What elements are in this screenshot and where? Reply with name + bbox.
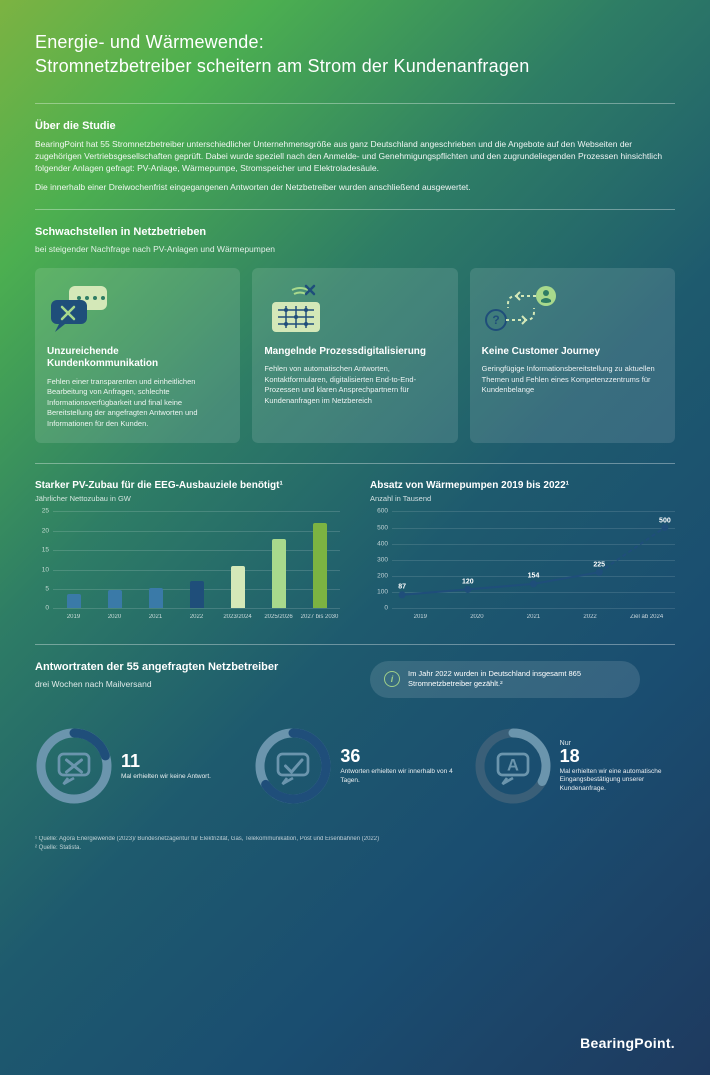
x-label: 2023/2024 [217, 612, 258, 626]
about-section: Über die Studie BearingPoint hat 55 Stro… [35, 120, 675, 193]
divider [35, 644, 675, 645]
card-text: Fehlen einer transparenten und einheitli… [47, 377, 228, 430]
bar [149, 588, 163, 608]
bar [313, 523, 327, 608]
network-x-icon [264, 282, 445, 338]
donut-icon: A [474, 727, 552, 805]
card-journey: ? Keine Customer Journey Geringfügige In… [470, 268, 675, 444]
donut-text: Nur 18 Mal erhielten wir eine automatisc… [560, 740, 675, 793]
bar [67, 594, 81, 609]
x-label: 2020 [449, 612, 506, 626]
journey-icon: ? [482, 282, 663, 338]
donut-icon [254, 727, 332, 805]
x-label: 2020 [94, 612, 135, 626]
point-label: 87 [398, 584, 406, 591]
footnote-1: ¹ Quelle: Agora Energiewende (2023)/ Bun… [35, 835, 675, 843]
donut-text: 11 Mal erhielten wir keine Antwort. [121, 752, 211, 781]
divider [35, 209, 675, 210]
divider [35, 103, 675, 104]
responses-sub: drei Wochen nach Mailversand [35, 679, 278, 689]
title-line-2: Stromnetzbetreiber scheitern am Strom de… [35, 56, 529, 76]
x-label: 2022 [562, 612, 619, 626]
point-label: 500 [659, 517, 671, 524]
x-label: 2019 [53, 612, 94, 626]
card-text: Fehlen von automatischen Antworten, Kont… [264, 364, 445, 406]
about-body-2: Die innerhalb einer Dreiwochenfrist eing… [35, 181, 675, 193]
card-title: Keine Customer Journey [482, 346, 663, 359]
main-title: Energie- und Wärmewende: Stromnetzbetrei… [35, 30, 675, 79]
card-title: Mangelnde Prozessdigitalisierung [264, 346, 445, 359]
donut-text: 36 Antworten erhielten wir innerhalb von… [340, 747, 455, 785]
about-heading: Über die Studie [35, 120, 675, 132]
charts-row: Starker PV-Zubau für die EEG-Ausbauziele… [35, 480, 675, 626]
x-label: 2021 [135, 612, 176, 626]
card-communication: Unzureichende Kundenkommunikation Fehlen… [35, 268, 240, 444]
weaknesses-section: Schwachstellen in Netzbetrieben bei stei… [35, 226, 675, 444]
card-text: Geringfügige Informationsbereitstellung … [482, 364, 663, 396]
bar [190, 581, 204, 608]
bar-chart-title: Starker PV-Zubau für die EEG-Ausbauziele… [35, 480, 340, 491]
line-chart-col: Absatz von Wärmepumpen 2019 bis 2022¹ An… [370, 480, 675, 626]
svg-text:?: ? [492, 313, 499, 327]
weakness-cards: Unzureichende Kundenkommunikation Fehlen… [35, 268, 675, 444]
x-label: Ziel ab 2024 [618, 612, 675, 626]
x-label: 2027 bis 2030 [299, 612, 340, 626]
infographic-container: Energie- und Wärmewende: Stromnetzbetrei… [0, 0, 710, 1075]
donuts-row: 11 Mal erhielten wir keine Antwort. 36 A… [35, 727, 675, 805]
responses-header: Antwortraten der 55 angefragten Netzbetr… [35, 661, 675, 699]
card-title: Unzureichende Kundenkommunikation [47, 346, 228, 371]
x-label: 2019 [392, 612, 449, 626]
chat-x-icon [47, 282, 228, 338]
donut-block: 36 Antworten erhielten wir innerhalb von… [254, 727, 455, 805]
bar [108, 590, 122, 609]
line-chart-title: Absatz von Wärmepumpen 2019 bis 2022¹ [370, 480, 675, 491]
bar [231, 566, 245, 609]
donut-icon [35, 727, 113, 805]
x-label: 2022 [176, 612, 217, 626]
weaknesses-heading: Schwachstellen in Netzbetrieben [35, 226, 675, 238]
bar-chart: 051015202520192020202120222023/20242025/… [35, 511, 340, 626]
x-label: 2021 [505, 612, 562, 626]
info-icon: i [384, 671, 400, 687]
weaknesses-sub: bei steigender Nachfrage nach PV-Anlagen… [35, 244, 675, 254]
card-digitalization: Mangelnde Prozessdigitalisierung Fehlen … [252, 268, 457, 444]
info-text: Im Jahr 2022 wurden in Deutschland insge… [408, 669, 626, 689]
responses-heading: Antwortraten der 55 angefragten Netzbetr… [35, 661, 278, 673]
info-box: i Im Jahr 2022 wurden in Deutschland ins… [370, 661, 640, 697]
footnotes: ¹ Quelle: Agora Energiewende (2023)/ Bun… [35, 835, 675, 852]
line-chart: 0100200300400500600871201542255002019202… [370, 511, 675, 626]
donut-block: A Nur 18 Mal erhielten wir eine automati… [474, 727, 675, 805]
divider [35, 463, 675, 464]
point-label: 120 [462, 578, 474, 585]
svg-text:A: A [507, 757, 519, 775]
bar-chart-col: Starker PV-Zubau für die EEG-Ausbauziele… [35, 480, 340, 626]
bar [272, 539, 286, 609]
line-chart-sub: Anzahl in Tausend [370, 494, 675, 503]
point-label: 154 [528, 573, 540, 580]
footnote-2: ² Quelle: Statista. [35, 844, 675, 852]
line-svg [392, 511, 675, 609]
title-line-1: Energie- und Wärmewende: [35, 32, 264, 52]
x-label: 2025/2026 [258, 612, 299, 626]
about-body-1: BearingPoint hat 55 Stromnetzbetreiber u… [35, 138, 675, 175]
donut-block: 11 Mal erhielten wir keine Antwort. [35, 727, 236, 805]
point-label: 225 [593, 561, 605, 568]
bar-chart-sub: Jährlicher Nettozubau in GW [35, 494, 340, 503]
brand-logo: BearingPoint. [580, 1035, 675, 1051]
